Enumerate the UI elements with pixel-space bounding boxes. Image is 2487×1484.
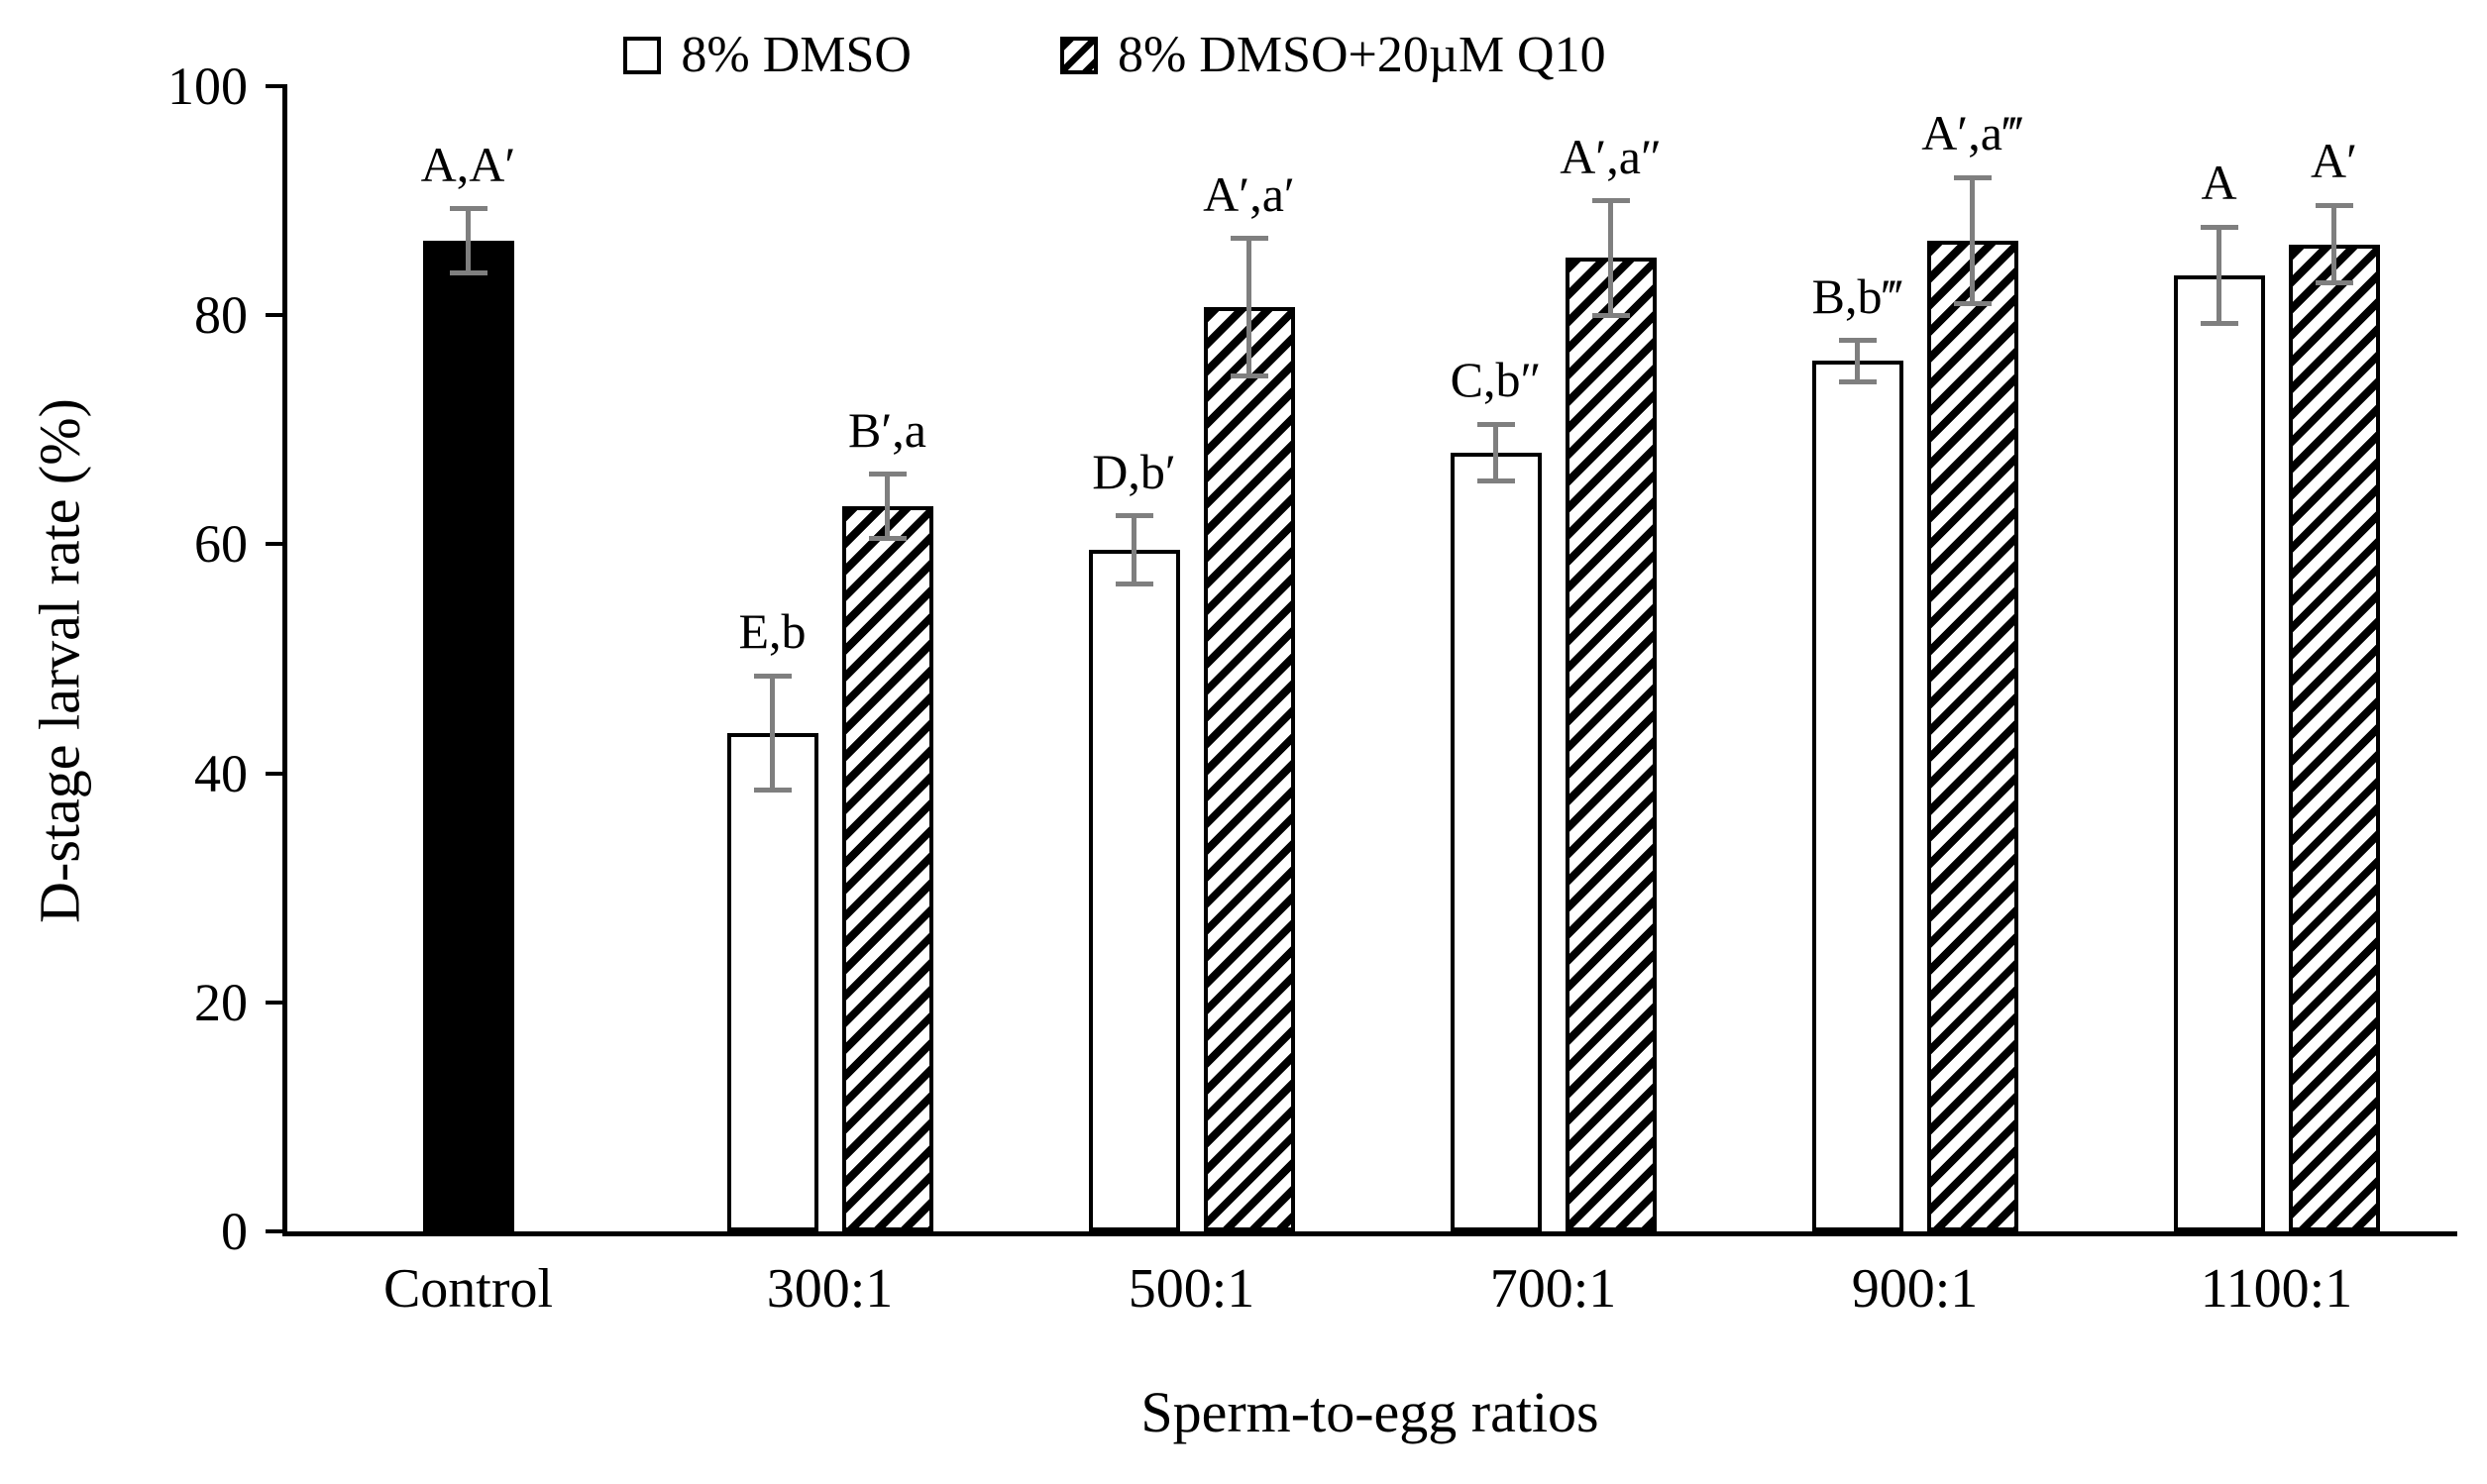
bar-significance-label: A′,a″ [1560,128,1662,184]
x-category-label: 700:1 [1489,1258,1617,1320]
error-bar-cap-bottom [1838,378,1877,384]
bar-open-1100:1 [2173,274,2265,1231]
y-tick-label: 60 [194,514,248,575]
bar-open-500:1 [1088,550,1180,1231]
error-bar-line [1132,515,1136,584]
error-bar-cap-bottom [2200,320,2238,326]
legend-swatch-hatched-icon [1059,36,1098,74]
error-bar-cap-bottom [1476,478,1515,484]
bar-significance-label: A′,a‴ [1921,105,2023,161]
y-tick-label: 0 [221,1202,248,1261]
y-axis-tick [266,771,287,776]
error-bar-line [1246,238,1251,376]
x-category-label: Control [382,1258,554,1320]
bar-open-700:1 [1450,452,1542,1231]
error-bar-cap-top [1838,338,1877,344]
error-bar-cap-top [1115,513,1153,518]
error-bar-cap-top [2315,202,2353,208]
bar-solid-Control [422,241,514,1231]
legend-label: 8% DMSO [681,27,912,83]
y-tick-label: 100 [167,56,248,116]
y-axis-tick [266,313,287,318]
bar-significance-label: A [2201,155,2237,211]
legend-label: 8% DMSO+20µM Q10 [1117,27,1606,83]
error-bar-cap-bottom [449,269,487,275]
bar-significance-label: A′ [2310,133,2358,189]
x-category-label: 500:1 [1128,1258,1255,1320]
legend-item-dmso-q10: 8% DMSO+20µM Q10 [1059,26,1606,84]
y-tick-label: 80 [194,285,248,346]
error-bar-cap-top [2200,224,2238,230]
bar-significance-label: C,b″ [1450,352,1542,408]
error-bar-line [2217,227,2221,324]
error-bar-line [885,474,890,539]
x-axis-title: Sperm-to-egg ratios [1140,1380,1599,1444]
bar-open-300:1 [726,733,818,1231]
error-bar-line [1493,424,1498,481]
y-tick-label: 40 [194,743,248,803]
error-bar-cap-bottom [1591,312,1630,318]
error-bar-cap-top [753,673,792,679]
chart-legend: 8% DMSO 8% DMSO+20µM Q10 [0,26,2358,84]
error-bar-cap-top [1230,236,1268,242]
y-axis-tick [266,542,287,547]
error-bar-cap-bottom [753,788,792,794]
bar-significance-label: A,A′ [420,136,516,192]
error-bar-cap-bottom [1230,372,1268,378]
plot-area: 0 20 40 60 80 100 Control A,A′ 300:1 E,b B′,a 500:1… [167,56,2457,1320]
x-category-label: 300:1 [766,1258,894,1320]
x-category-label: 900:1 [1851,1258,1979,1320]
error-bar-cap-bottom [1953,301,1992,307]
bar-hatched-700:1 [1565,258,1657,1231]
error-bar-line [1970,177,1975,304]
bar-open-900:1 [1811,361,1903,1231]
legend-swatch-open-icon [623,36,662,74]
error-bar-cap-top [449,206,487,212]
y-axis-tick [266,1229,287,1233]
error-bar-line [1855,340,1860,382]
y-axis-title: D-stage larval rate (%) [27,398,92,923]
y-axis-tick [266,1000,287,1005]
error-bar-cap-top [1591,198,1630,204]
error-bar-cap-bottom [2315,280,2353,286]
bar-hatched-900:1 [1926,241,2018,1231]
bar-hatched-1100:1 [2288,244,2380,1231]
error-bar-line [466,208,471,273]
error-bar-cap-top [1953,174,1992,180]
error-bar-cap-top [868,472,907,477]
bar-significance-label: E,b [738,603,807,660]
legend-item-dmso: 8% DMSO [623,26,912,84]
bar-hatched-500:1 [1203,307,1295,1231]
bar-significance-label: A′,a′ [1203,165,1295,222]
error-bar-line [1608,200,1613,316]
y-tick-label: 20 [194,972,248,1032]
bar-significance-label: B′,a [848,401,926,458]
bar-significance-label: B,b‴ [1811,267,1903,324]
error-bar-cap-bottom [1115,582,1153,587]
bar-hatched-300:1 [841,506,933,1231]
bar-significance-label: D,b′ [1092,443,1176,499]
error-bar-cap-top [1476,421,1515,427]
error-bar-cap-bottom [868,536,907,542]
error-bar-line [770,676,775,791]
x-category-label: 1100:1 [2200,1258,2353,1320]
y-axis-tick [266,84,287,88]
error-bar-line [2331,205,2336,283]
